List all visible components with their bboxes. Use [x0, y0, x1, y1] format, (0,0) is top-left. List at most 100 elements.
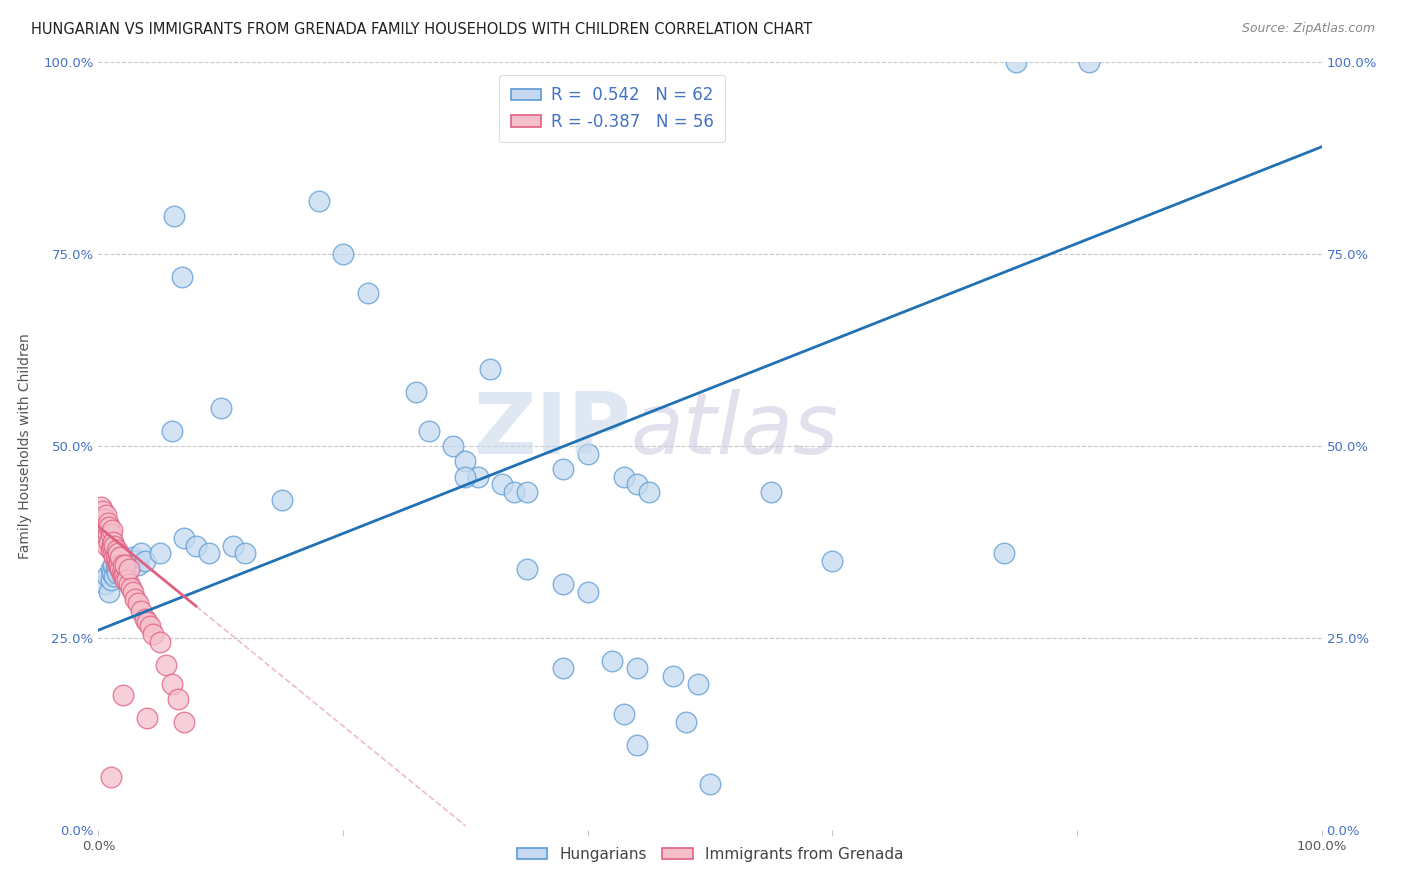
Text: HUNGARIAN VS IMMIGRANTS FROM GRENADA FAMILY HOUSEHOLDS WITH CHILDREN CORRELATION: HUNGARIAN VS IMMIGRANTS FROM GRENADA FAM… [31, 22, 813, 37]
Point [105, 554, 128, 568]
Point [103, 539, 125, 553]
Point [91, 519, 114, 533]
Point [120, 581, 142, 595]
Point [100, 573, 122, 587]
Point [553, 462, 575, 476]
Point [170, 270, 193, 285]
Point [142, 627, 165, 641]
Point [103, 569, 125, 583]
Point [662, 669, 685, 683]
Point [637, 485, 661, 500]
Point [821, 554, 844, 568]
Text: atlas: atlas [630, 389, 838, 472]
Point [418, 424, 440, 438]
Point [576, 584, 599, 599]
Point [114, 573, 136, 587]
Point [101, 524, 124, 538]
Legend: Hungarians, Immigrants from Grenada: Hungarians, Immigrants from Grenada [510, 841, 910, 868]
Point [107, 558, 129, 572]
Point [515, 485, 537, 500]
Point [167, 692, 190, 706]
Point [96, 519, 118, 533]
Point [186, 539, 208, 553]
Point [98, 519, 121, 533]
Point [97, 527, 120, 541]
Point [160, 677, 183, 691]
Point [110, 550, 132, 565]
Point [91, 516, 114, 530]
Point [96, 569, 118, 583]
Point [124, 554, 146, 568]
Point [111, 566, 134, 580]
Point [576, 447, 599, 461]
Point [699, 776, 721, 790]
Point [139, 619, 162, 633]
Point [97, 516, 120, 530]
Point [105, 542, 128, 557]
Point [93, 512, 115, 526]
Point [118, 558, 141, 572]
Point [761, 485, 783, 500]
Point [129, 604, 152, 618]
Point [111, 558, 134, 572]
Point [155, 657, 177, 672]
Point [503, 485, 526, 500]
Point [356, 285, 378, 300]
Point [222, 539, 245, 553]
Point [129, 546, 152, 560]
Point [173, 715, 195, 730]
Point [101, 566, 124, 580]
Point [163, 209, 186, 223]
Point [124, 592, 146, 607]
Point [104, 550, 127, 565]
Point [515, 562, 537, 576]
Point [121, 584, 143, 599]
Point [93, 577, 115, 591]
Point [686, 677, 709, 691]
Point [270, 492, 294, 507]
Point [1004, 55, 1026, 70]
Point [626, 738, 648, 752]
Point [1078, 55, 1101, 70]
Point [98, 534, 121, 549]
Point [94, 524, 117, 538]
Point [134, 554, 156, 568]
Point [491, 477, 513, 491]
Point [100, 771, 122, 785]
Point [233, 546, 256, 560]
Point [441, 439, 464, 453]
Point [553, 661, 575, 675]
Y-axis label: Family Households with Children: Family Households with Children [18, 333, 32, 559]
Point [112, 569, 135, 583]
Point [127, 558, 149, 572]
Point [93, 531, 115, 545]
Point [613, 469, 636, 483]
Point [118, 562, 141, 576]
Text: Source: ZipAtlas.com: Source: ZipAtlas.com [1241, 22, 1375, 36]
Point [110, 562, 132, 576]
Point [100, 542, 122, 557]
Point [107, 558, 129, 572]
Point [101, 534, 124, 549]
Point [107, 546, 129, 560]
Point [553, 577, 575, 591]
Point [209, 401, 232, 415]
Point [149, 634, 172, 648]
Point [98, 584, 121, 599]
Point [111, 569, 134, 583]
Point [111, 550, 134, 565]
Point [121, 550, 143, 565]
Point [160, 424, 183, 438]
Point [118, 577, 141, 591]
Point [101, 539, 124, 553]
Point [600, 654, 623, 668]
Point [197, 546, 219, 560]
Point [454, 469, 477, 483]
Point [105, 566, 128, 580]
Point [96, 539, 118, 553]
Point [127, 596, 149, 610]
Point [94, 508, 117, 522]
Point [90, 500, 112, 515]
Point [115, 573, 138, 587]
Point [467, 469, 489, 483]
